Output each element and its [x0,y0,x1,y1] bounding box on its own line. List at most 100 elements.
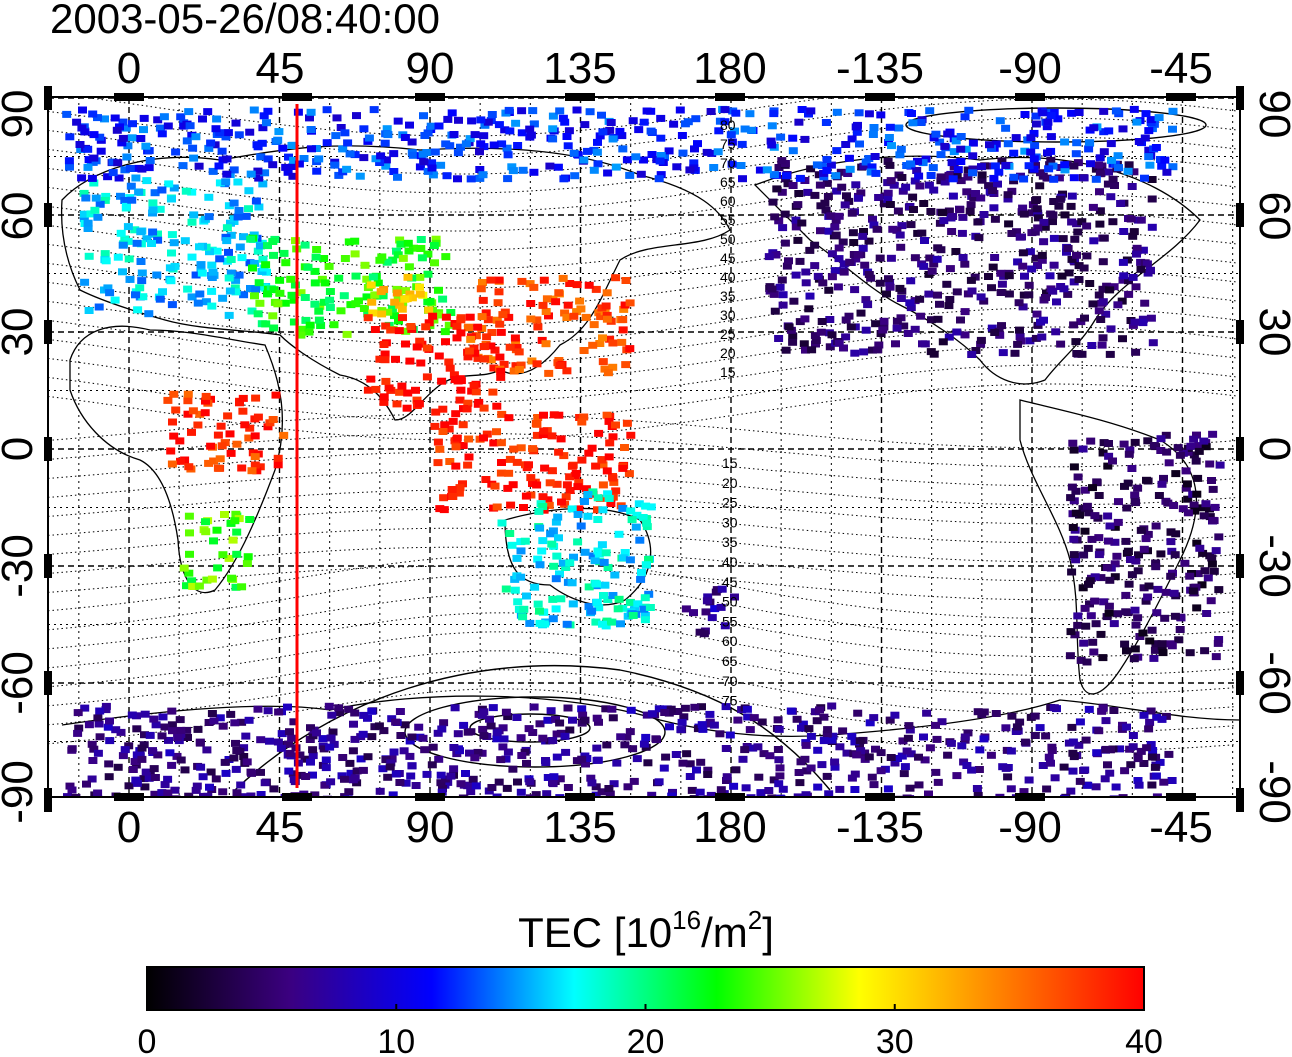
tec-cell [963,173,973,181]
tec-cell [476,116,486,124]
tec-cell [1080,486,1090,494]
tec-cell [84,721,94,729]
tec-cell [195,738,205,746]
tec-cell [233,213,243,221]
tec-cell [435,445,445,453]
tec-cell [428,312,438,320]
tec-cell [386,759,396,767]
tec-cell [788,338,798,346]
tec-cell [1047,743,1057,751]
tec-cell [605,790,615,797]
tec-cell [592,756,602,764]
tec-cell [525,794,535,797]
tec-cell [890,711,900,719]
tec-cell [87,174,97,182]
tec-cell [1192,539,1202,547]
tec-cell [467,117,477,125]
tec-cell [1161,431,1171,439]
tec-cell [1063,245,1073,252]
tec-cell [924,290,934,298]
tec-cell [138,293,148,301]
tec-cell [108,169,118,177]
tec-cell [507,541,517,549]
contour-label: 70 [722,673,738,689]
tec-cell [490,346,500,354]
tec-cell [592,714,602,722]
tec-cell [320,781,330,789]
tec-cell [859,348,869,356]
tec-cell [606,119,616,126]
tec-cell [148,747,157,755]
tec-cell [184,463,194,471]
tec-cell [422,770,432,778]
tec-cell [311,253,321,261]
tec-cell [441,338,450,346]
tec-cell [844,312,854,320]
tec-cell [745,726,755,734]
tec-cell [475,148,484,156]
right-lat-tick-label: 30 [1250,308,1292,357]
tec-cell [1087,535,1097,543]
colorbar-tick-label: 30 [876,1023,914,1057]
tec-cell [801,791,811,797]
tec-cell [815,706,824,714]
tec-cell [440,328,450,336]
tec-cell [433,459,443,467]
tec-cell [1074,109,1084,116]
tec-cell [317,275,327,283]
tec-cell [411,386,420,394]
tec-cell [905,299,915,307]
tec-cell [381,377,391,385]
contour-label: 40 [722,554,738,570]
tec-cell [104,760,114,768]
tec-cell [974,766,984,773]
tec-cell [118,268,127,276]
tec-cell [1124,161,1134,169]
tec-cell [1009,173,1019,181]
tec-cell [220,758,230,766]
tec-cell [378,765,388,773]
tec-cell [473,354,483,362]
frame-tick [565,93,595,101]
tec-cell [555,570,564,578]
tec-cell [935,799,944,806]
tec-cell [321,764,331,772]
tec-cell [1182,480,1192,488]
tec-cell [573,511,583,518]
tec-cell [896,145,906,153]
tec-cell [1069,463,1079,471]
tec-cell [1207,554,1217,562]
tec-cell [996,269,1006,277]
tec-cell [598,334,607,342]
tec-cell [198,773,208,781]
tec-cell [167,761,177,769]
tec-cell [131,291,140,299]
tec-cell [1082,658,1092,666]
tec-cell [401,340,410,348]
tec-cell [806,764,816,772]
tec-cell [213,431,223,439]
tec-cell [595,132,605,140]
tec-cell [1143,437,1153,445]
tec-cell [79,189,89,197]
tec-cell [446,772,456,780]
tec-cell [1004,272,1014,280]
tec-cell [185,122,195,130]
tec-cell [1092,749,1102,757]
tec-cell [299,155,309,162]
tec-cell [664,709,674,717]
tec-cell [1199,512,1209,520]
tec-cell [1131,621,1141,629]
tec-cell [1208,485,1218,493]
tec-cell [642,711,652,719]
tec-cell [610,571,620,579]
tec-cell [944,207,954,215]
tec-cell [135,284,145,292]
tec-cell [140,783,150,791]
tec-cell [427,164,437,172]
tec-cell [1101,717,1111,725]
tec-cell [123,223,133,231]
tec-cell [125,275,135,283]
tec-cell [1143,530,1153,538]
tec-cell [429,242,439,249]
